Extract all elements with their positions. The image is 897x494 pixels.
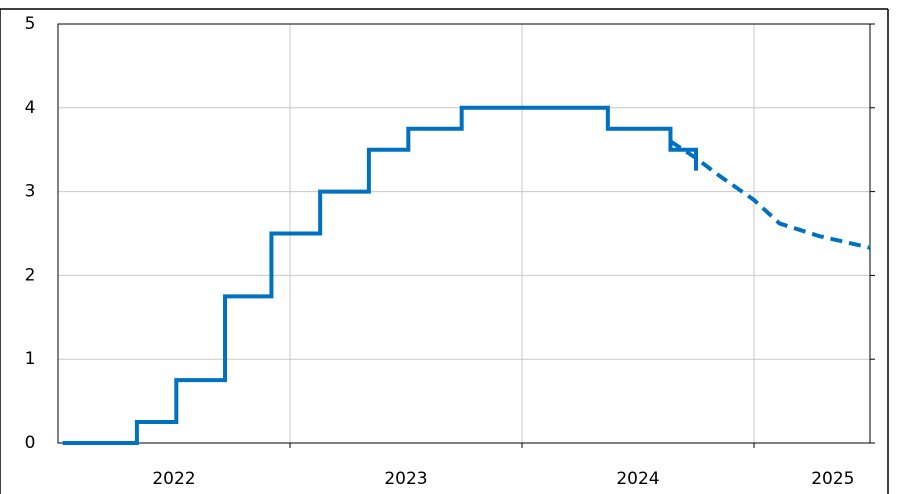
y-tick-label: 4 (25, 98, 36, 118)
plot-border (57, 23, 871, 444)
y-tick-label: 0 (25, 433, 36, 453)
x-tick-label: 2025 (811, 469, 854, 489)
series-line (62, 105, 698, 445)
y-tick-label: 1 (25, 349, 36, 369)
x-tick-label: 2023 (384, 469, 427, 489)
series-line (669, 139, 871, 250)
x-tick-label: 2024 (616, 469, 659, 489)
y-tick-label: 3 (25, 182, 36, 202)
x-tick-label: 2022 (152, 469, 195, 489)
y-tick-label: 2 (25, 265, 36, 285)
y-tick-label: 5 (25, 14, 36, 34)
